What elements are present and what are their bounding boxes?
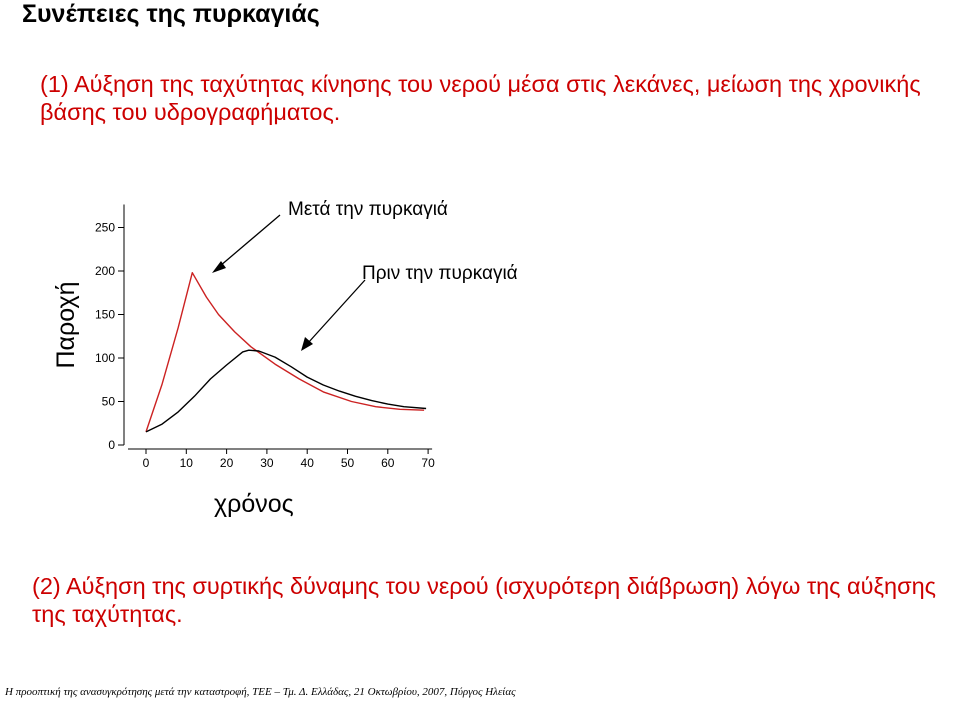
legend-after-fire: Μετά την πυρκαγιά bbox=[288, 199, 448, 220]
after-fire-series bbox=[145, 272, 425, 433]
after-fire-arrowhead bbox=[212, 261, 226, 273]
before-fire-arrow bbox=[307, 279, 366, 344]
y-tick-label: 200 bbox=[95, 264, 115, 278]
point-2-text: (2) Αύξηση της συρτικής δύναμης του νερο… bbox=[32, 573, 936, 627]
x-tick-label: 40 bbox=[301, 456, 315, 470]
before-fire-series bbox=[145, 349, 427, 433]
chart-annotations: Μετά την πυρκαγιά Πριν την πυρκαγιά bbox=[212, 199, 518, 351]
x-tick-label: 30 bbox=[260, 456, 274, 470]
y-tick-label: 0 bbox=[108, 438, 115, 452]
y-tick-label: 100 bbox=[95, 351, 115, 365]
before-fire-arrowhead bbox=[301, 337, 313, 351]
y-tick-label: 50 bbox=[102, 395, 116, 409]
x-tick-label: 20 bbox=[220, 456, 234, 470]
x-tick-label: 70 bbox=[421, 456, 435, 470]
chart-series bbox=[145, 272, 427, 433]
x-tick-label: 0 bbox=[143, 456, 150, 470]
hydrograph-chart: 0 50 100 150 200 250 0 10 20 30 40 50 60 70 Μετά την … bbox=[52, 199, 518, 518]
x-tick-label: 50 bbox=[341, 456, 355, 470]
x-tick-label: 10 bbox=[180, 456, 194, 470]
footer-citation: Η προοπτική της ανασυγκρότησης μετά την … bbox=[5, 686, 516, 698]
chart-axes: 0 50 100 150 200 250 0 10 20 30 40 50 60 70 bbox=[95, 204, 435, 470]
point-1-text: (1) Αύξηση της ταχύτητας κίνησης του νερ… bbox=[40, 71, 921, 125]
y-tick-label: 150 bbox=[95, 308, 115, 322]
x-tick-label: 60 bbox=[381, 456, 395, 470]
y-tick-label: 250 bbox=[95, 221, 115, 235]
y-axis-label: Παροχή bbox=[52, 282, 80, 369]
page-title: Συνέπειες της πυρκαγιάς bbox=[22, 0, 320, 28]
after-fire-arrow bbox=[219, 214, 281, 267]
x-axis-label: χρόνος bbox=[214, 490, 294, 518]
legend-before-fire: Πριν την πυρκαγιά bbox=[362, 263, 518, 284]
